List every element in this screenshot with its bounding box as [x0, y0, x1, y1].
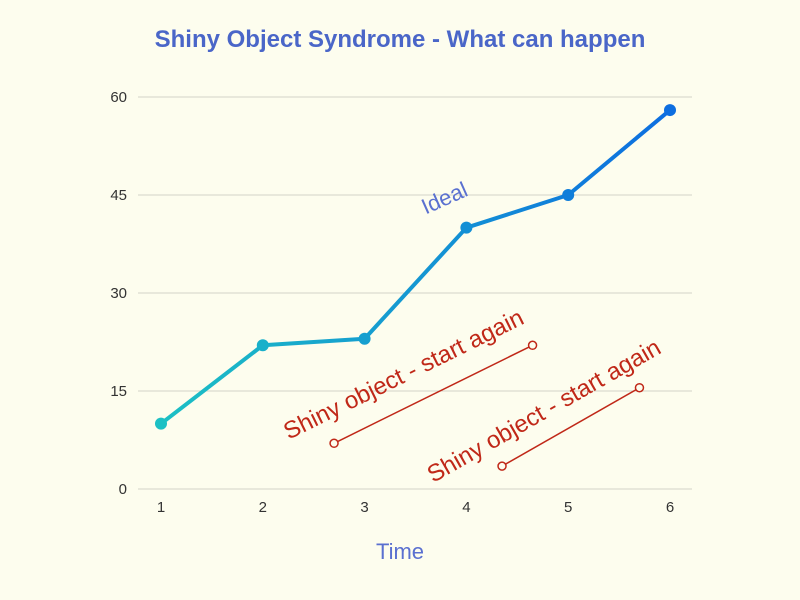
x-tick-label: 3: [360, 499, 368, 516]
data-point: [562, 189, 575, 201]
shiny-object-end-point: [634, 382, 645, 393]
x-tick-label: 5: [564, 499, 572, 516]
shiny-object-start-point: [329, 438, 339, 449]
shiny-object-line: [333, 344, 533, 444]
shiny-object-start-point: [497, 461, 507, 471]
data-point: [155, 417, 167, 430]
y-tick-label: 15: [110, 383, 127, 400]
series-line: [159, 108, 672, 426]
data-point: [358, 332, 371, 345]
data-point: [664, 104, 676, 117]
x-axis-label: Time: [376, 539, 424, 564]
annotation-ideal: Ideal: [418, 177, 472, 219]
x-tick-label: 6: [666, 499, 674, 516]
shiny-object-line: [501, 387, 640, 467]
y-tick-label: 60: [110, 89, 127, 106]
x-tick-label: 4: [462, 499, 470, 516]
x-tick-label: 2: [259, 499, 267, 516]
annotation-shiny-object: Shiny object - start again: [279, 304, 528, 445]
x-axis-ticks: 1 2 3 4 5 6: [157, 499, 674, 516]
y-tick-label: 45: [110, 187, 127, 204]
series-lines: [159, 108, 672, 426]
data-point: [460, 221, 473, 234]
data-point: [256, 339, 269, 352]
chart-title: Shiny Object Syndrome - What can happen: [155, 26, 646, 53]
series-points: [155, 104, 676, 430]
shiny-object-end-point: [527, 340, 538, 351]
y-axis-ticks: 0 15 30 45 60: [110, 89, 127, 498]
y-tick-label: 0: [119, 481, 127, 498]
grid: [138, 96, 692, 490]
x-tick-label: 1: [157, 499, 165, 516]
y-tick-label: 30: [110, 285, 127, 302]
